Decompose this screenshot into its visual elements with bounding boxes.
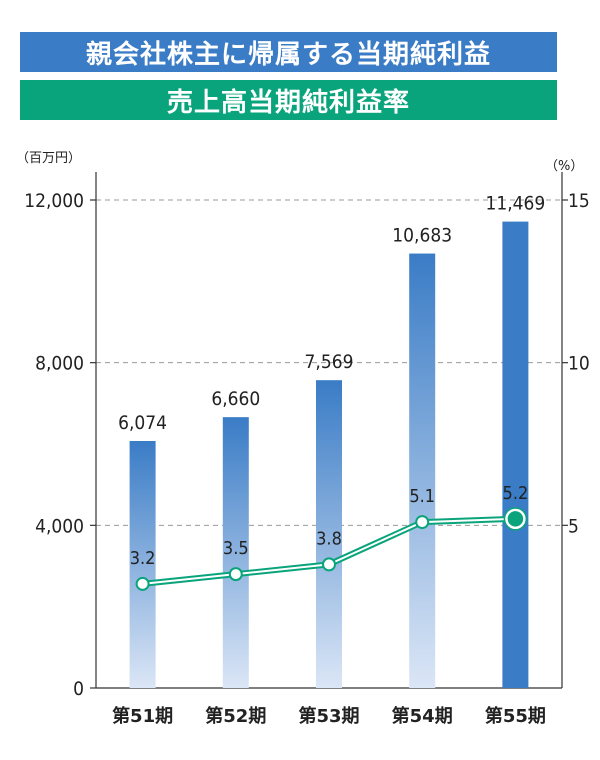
line-point bbox=[135, 576, 150, 591]
line-point bbox=[228, 567, 243, 582]
bar-value-label: 10,683 bbox=[392, 225, 452, 247]
line-value-label: 3.5 bbox=[223, 538, 249, 559]
right-tick-label: 10 bbox=[568, 353, 590, 375]
left-tick-label: 4,000 bbox=[35, 515, 84, 537]
bar bbox=[316, 380, 342, 688]
bar-value-label: 6,660 bbox=[211, 388, 260, 410]
bar bbox=[502, 221, 529, 688]
category-label: 第53期 bbox=[298, 705, 359, 727]
right-tick-label: 15 bbox=[568, 190, 590, 212]
chart-title-main: 親会社株主に帰属する当期純利益 bbox=[20, 32, 557, 72]
category-label: 第51期 bbox=[112, 705, 173, 727]
bar bbox=[222, 417, 249, 688]
bar bbox=[409, 253, 436, 689]
line-point-ring bbox=[503, 507, 528, 531]
category-label: 第52期 bbox=[205, 705, 266, 727]
bar-value-label: 7,569 bbox=[305, 351, 354, 373]
line-point bbox=[505, 508, 526, 530]
bar bbox=[129, 440, 156, 688]
left-tick-label: 12,000 bbox=[24, 190, 84, 212]
right-tick-label: 5 bbox=[568, 515, 579, 537]
chart-title-sub: 売上高当期純利益率 bbox=[20, 80, 557, 120]
category-label: 第55期 bbox=[485, 705, 546, 727]
line-value-label: 5.2 bbox=[503, 483, 529, 504]
left-tick-label: 0 bbox=[73, 678, 84, 700]
right-axis-unit: （%） bbox=[545, 159, 583, 174]
line-value-label: 3.2 bbox=[130, 548, 156, 569]
line-value-label: 5.1 bbox=[409, 486, 435, 507]
line-value-label: 3.8 bbox=[316, 528, 342, 549]
bar-value-label: 6,074 bbox=[118, 412, 167, 434]
left-axis-unit: （百万円） bbox=[16, 151, 81, 166]
left-tick-label: 8,000 bbox=[35, 353, 84, 375]
category-label: 第54期 bbox=[392, 705, 453, 727]
line-point bbox=[322, 557, 336, 572]
bar-value-label: 11,469 bbox=[486, 193, 546, 215]
line-point bbox=[415, 515, 430, 530]
